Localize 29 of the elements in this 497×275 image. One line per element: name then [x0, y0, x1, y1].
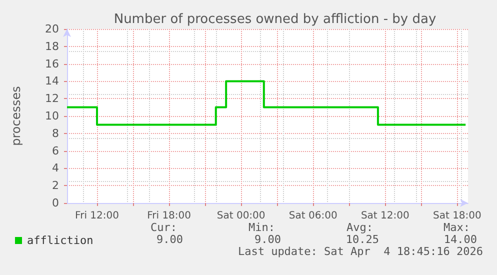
text: 9.00: [156, 233, 183, 246]
y-tick-label: 18: [45, 40, 59, 53]
text: 9.00: [254, 233, 281, 246]
y-tick-label: 4: [52, 162, 59, 175]
text: 14.00: [444, 233, 477, 246]
text: Max:: [444, 221, 470, 234]
y-tick-label: 14: [45, 74, 59, 88]
y-axis-title: processes: [9, 86, 23, 146]
x-tick-label: Sat 18:00: [432, 210, 482, 222]
x-tick-label: Fri 12:00: [75, 210, 119, 222]
x-tick-label: Sat 12:00: [360, 210, 410, 222]
y-tick-label: 10: [45, 110, 59, 122]
text: Min:: [248, 221, 275, 234]
y-tick-label: 2: [52, 179, 59, 192]
y-tick-label: 12: [45, 92, 59, 106]
x-tick-label: Sat 00:00: [216, 210, 266, 222]
y-tick-label: 8: [52, 126, 59, 140]
text: 10.25: [346, 233, 379, 246]
chart-title: Number of processes owned by affliction - by day: [114, 12, 436, 27]
y-tick-label: 20: [45, 22, 59, 36]
text: Last update: Sat Apr 4 18:45:16 2026: [238, 245, 483, 258]
legend-label: affliction: [27, 234, 94, 247]
x-tick-label: Sat 06:00: [288, 210, 338, 222]
y-tick-label: 6: [52, 144, 59, 158]
y-tick-label: 0: [52, 196, 59, 210]
y-tick-label: 16: [45, 57, 59, 70]
text: Cur:: [150, 221, 177, 234]
x-tick-label: Fri 18:00: [147, 210, 192, 222]
text: Avg:: [346, 221, 373, 234]
